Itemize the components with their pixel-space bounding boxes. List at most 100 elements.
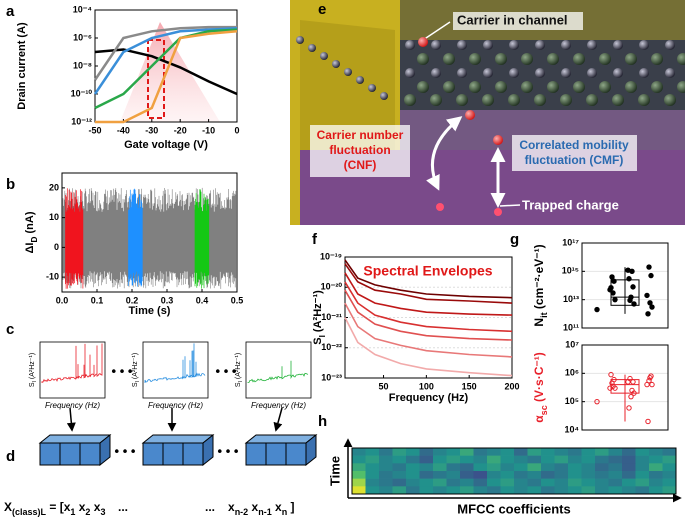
- text-rest: (A²Hz⁻¹): [312, 290, 324, 335]
- heat-cell: [392, 486, 407, 495]
- heat-cell: [554, 478, 569, 487]
- heat-cell: [446, 448, 461, 456]
- heat-cell: [608, 478, 623, 487]
- heat-cell: [649, 455, 663, 464]
- heat-cell: [365, 478, 380, 487]
- heat-cell: [473, 448, 488, 456]
- heat-cell: [554, 448, 569, 456]
- heat-cell: [419, 455, 434, 464]
- atom: [483, 40, 493, 50]
- heat-cell: [500, 478, 515, 487]
- y-tick-label: 10⁻¹⁹: [320, 251, 342, 261]
- heat-cell: [568, 478, 582, 487]
- formula: X(class)L = [x1 x2 x3: [4, 500, 105, 517]
- y-tick-label: 10¹³: [563, 294, 579, 304]
- point: [607, 385, 613, 391]
- point: [612, 296, 618, 303]
- heat-cell: [527, 455, 542, 464]
- text-rest: (A²Hz⁻¹): [132, 353, 139, 381]
- atom: [612, 94, 624, 106]
- text-base: x: [228, 500, 235, 514]
- heat-cell: [352, 471, 366, 479]
- ellipsis: ...: [205, 500, 215, 514]
- carrier: [493, 135, 503, 145]
- curve: [344, 302, 513, 358]
- y-axis-label: ΔID (nA): [24, 211, 39, 253]
- heat-cell: [473, 471, 488, 479]
- atom: [665, 68, 675, 78]
- text-sub: (class)L: [12, 507, 47, 517]
- point: [629, 387, 635, 394]
- heat-cell: [379, 463, 393, 472]
- mini-x-label: Frequency (Hz): [251, 401, 306, 410]
- heat-cell: [595, 448, 609, 456]
- atom: [417, 53, 429, 65]
- atom: [320, 52, 328, 60]
- heat-cell: [595, 455, 609, 464]
- text-base: ΔI: [24, 243, 36, 254]
- heat-cell: [581, 478, 596, 487]
- text-sub: 3: [100, 507, 105, 517]
- x-tick-label: 150: [462, 381, 477, 391]
- point: [644, 292, 650, 299]
- heat-cell: [392, 463, 407, 472]
- dots: • • •: [216, 363, 237, 378]
- atom: [431, 68, 441, 78]
- point: [645, 311, 651, 317]
- formula: xn-2 xn-1 xn ]: [228, 500, 295, 517]
- arrow: [66, 407, 76, 432]
- heat-cell: [595, 471, 609, 479]
- carrier-pointer: [422, 21, 451, 41]
- y-tick-label: 10⁻²¹: [321, 312, 342, 322]
- trapped-charge: [494, 208, 502, 216]
- atom: [534, 94, 546, 106]
- heat-cell: [581, 486, 596, 495]
- plot-frame: [581, 344, 669, 431]
- cmf-box: [512, 135, 637, 171]
- heat-cell: [446, 478, 461, 487]
- carrier: [465, 110, 475, 120]
- y-axis-label: Nit (cm⁻²·eV⁻¹): [532, 244, 549, 326]
- atom: [457, 68, 467, 78]
- noise-trace: [62, 187, 237, 289]
- text-base: S: [235, 382, 242, 387]
- text-sub: n: [282, 507, 288, 517]
- heat-cell: [568, 448, 582, 456]
- point: [611, 278, 617, 284]
- heat-cell: [527, 463, 542, 472]
- heat-cell: [554, 486, 569, 495]
- atom: [482, 94, 494, 106]
- atom: [509, 40, 519, 50]
- point: [631, 301, 637, 307]
- mini-frame: [245, 341, 312, 399]
- atom: [495, 53, 507, 65]
- heat-cell: [662, 455, 677, 464]
- atom: [457, 40, 467, 50]
- text-sub: I: [318, 335, 327, 337]
- atom: [443, 53, 455, 65]
- atom: [521, 53, 533, 65]
- heat-cell: [635, 463, 650, 472]
- atom: [380, 92, 388, 100]
- heat-cell: [379, 486, 393, 495]
- y-tick-label: 10⁻²³: [321, 372, 342, 382]
- heat-cell: [554, 455, 569, 464]
- heat-cell: [568, 455, 582, 464]
- plot-frame: [581, 242, 669, 329]
- feature-box: [141, 433, 215, 467]
- heat-cell: [460, 486, 474, 495]
- heat-cell: [595, 478, 609, 487]
- atom: [368, 84, 376, 92]
- y-tick-label: 10⁻²²: [321, 342, 342, 352]
- x-tick-label: -20: [174, 125, 187, 135]
- heat-cell: [433, 486, 447, 495]
- y-tick-label: 10⁻²⁰: [321, 282, 343, 292]
- atom: [431, 40, 441, 50]
- heat-cell: [365, 448, 380, 456]
- heat-cell: [352, 478, 366, 487]
- heat-cell: [635, 471, 650, 479]
- x-tick-label: 0.1: [91, 295, 104, 305]
- point: [630, 379, 636, 385]
- atom: [547, 53, 559, 65]
